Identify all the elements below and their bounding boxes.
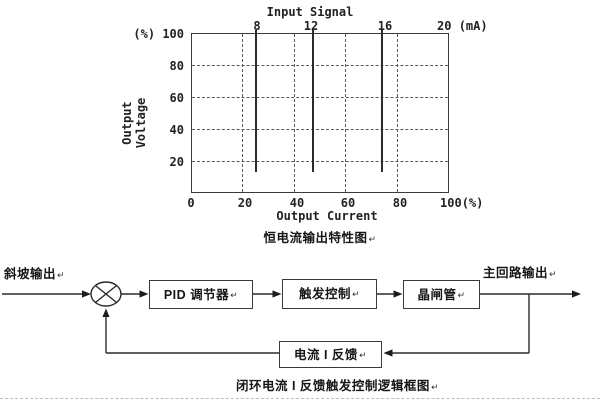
x-axis-unit: (%) — [461, 196, 484, 210]
paragraph-mark-icon: ↵ — [457, 289, 466, 300]
diagram-caption-text: 闭环电流 I 反馈触发控制逻辑框图 — [236, 379, 430, 393]
block-thyristor-text: 晶闸管 — [417, 287, 457, 302]
arrowhead-into-feedback — [383, 349, 393, 357]
arrowhead-into-summing — [82, 290, 91, 298]
gridline-v-40 — [294, 34, 295, 192]
page-edge-divider — [0, 398, 600, 399]
paragraph-mark-icon: ↵ — [549, 269, 558, 279]
block-trigger-control: 触发控制 ↵ — [282, 279, 377, 309]
block-current-feedback: 电流 I 反馈 ↵ — [279, 341, 382, 368]
x-axis-label: Output Current — [276, 209, 378, 223]
main-circuit-output-label: 主回路输出↵ — [483, 266, 557, 281]
paragraph-mark-icon: ↵ — [57, 270, 66, 280]
block-thyristor: 晶闸管 ↵ — [403, 280, 480, 309]
top-axis-tick-20: 20 — [437, 19, 452, 33]
data-line-8mA — [255, 30, 257, 172]
y-tick-20: 20 — [169, 155, 184, 169]
gridline-v-20 — [242, 34, 243, 192]
block-pid-regulator: PID 调节器 ↵ — [149, 280, 253, 309]
arrowhead-into-pid — [139, 290, 149, 298]
block-trigger-control-text: 触发控制 — [298, 287, 351, 301]
paragraph-mark-icon: ↵ — [351, 289, 361, 299]
diagram-caption: 闭环电流 I 反馈触发控制逻辑框图↵ — [190, 379, 485, 394]
main-circuit-output-text: 主回路输出 — [483, 266, 549, 280]
x-tick-80: 80 — [392, 196, 408, 210]
y-tick-100: 100 — [162, 27, 184, 41]
arrowhead-main-output — [572, 290, 581, 298]
paragraph-mark-icon: ↵ — [368, 234, 377, 244]
x-tick-40: 40 — [289, 196, 305, 210]
chart-caption: 恒电流输出特性图↵ — [191, 231, 449, 246]
x-tick-60: 60 — [340, 196, 356, 210]
y-axis-label: Output Voltage — [120, 97, 148, 149]
arrowhead-into-thyristor — [393, 290, 403, 298]
gridline-h-60 — [192, 97, 448, 98]
arrowhead-feedback-to-summing — [102, 308, 110, 317]
block-pid-regulator-text: PID 调节器 — [163, 287, 230, 302]
x-tick-100: 100 — [440, 196, 462, 210]
block-current-feedback-text: 电流 I 反馈 — [294, 347, 358, 362]
arrowhead-into-trigger — [272, 290, 282, 298]
x-tick-100-unit: 100(%) — [440, 196, 483, 210]
y-axis-unit: (%) — [133, 27, 156, 41]
paragraph-mark-icon: ↵ — [358, 349, 367, 360]
top-axis-unit: (mA) — [458, 19, 488, 33]
plot-area — [191, 30, 449, 193]
ramp-output-label: 斜坡输出↵ — [4, 267, 65, 282]
gridline-v-60 — [345, 34, 346, 192]
gridline-v-80 — [397, 34, 398, 192]
x-tick-0: 0 — [187, 196, 195, 210]
chart-caption-text: 恒电流输出特性图 — [263, 231, 368, 245]
gridline-h-20 — [192, 161, 448, 162]
gridline-h-40 — [192, 129, 448, 130]
y-tick-60: 60 — [169, 91, 184, 105]
ramp-output-text: 斜坡输出 — [4, 267, 57, 281]
x-tick-20: 20 — [237, 196, 253, 210]
gridline-h-80 — [192, 65, 448, 66]
top-axis-tick-16: 16 — [377, 19, 393, 33]
y-tick-40: 40 — [169, 123, 184, 137]
data-line-16mA — [381, 30, 383, 172]
y-tick-80: 80 — [169, 59, 184, 73]
top-axis-tick-8: 8 — [253, 19, 261, 33]
top-axis-tick-20-unit: 20 (mA) — [437, 19, 488, 33]
y-tick-100-unit: (%) 100 — [130, 27, 184, 41]
summing-junction-icon — [90, 281, 122, 307]
paragraph-mark-icon: ↵ — [230, 289, 239, 300]
top-axis-tick-12: 12 — [303, 19, 319, 33]
chart-title: Input Signal — [266, 5, 354, 19]
data-line-12mA — [312, 30, 314, 172]
paragraph-mark-icon: ↵ — [430, 382, 439, 392]
